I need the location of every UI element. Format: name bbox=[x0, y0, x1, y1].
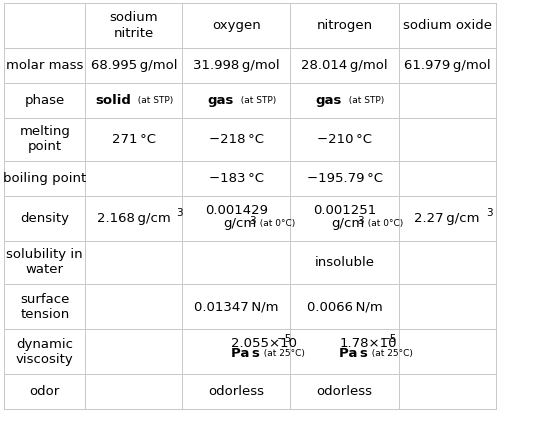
Text: solubility in
water: solubility in water bbox=[7, 248, 83, 276]
Text: 271 °C: 271 °C bbox=[112, 133, 156, 146]
Text: odorless: odorless bbox=[209, 386, 264, 398]
Text: (at 25°C): (at 25°C) bbox=[258, 349, 305, 358]
Text: (at STP): (at STP) bbox=[235, 95, 276, 105]
Text: Pa s: Pa s bbox=[339, 347, 368, 360]
Text: sodium
nitrite: sodium nitrite bbox=[109, 11, 158, 40]
Text: −5: −5 bbox=[277, 334, 293, 344]
Text: 3: 3 bbox=[357, 216, 364, 226]
Text: gas: gas bbox=[316, 94, 342, 106]
Text: 0.01347 N/m: 0.01347 N/m bbox=[194, 300, 278, 313]
Text: (at 0°C): (at 0°C) bbox=[362, 219, 403, 228]
Text: g/cm: g/cm bbox=[331, 217, 364, 230]
Text: 0.001429: 0.001429 bbox=[205, 204, 268, 217]
Text: 3: 3 bbox=[486, 208, 493, 218]
Text: g/cm: g/cm bbox=[223, 217, 256, 230]
Text: 2.27 g/cm: 2.27 g/cm bbox=[414, 212, 480, 225]
Text: 0.001251: 0.001251 bbox=[313, 204, 376, 217]
Text: −218 °C: −218 °C bbox=[209, 133, 264, 146]
Text: 31.998 g/mol: 31.998 g/mol bbox=[193, 59, 280, 72]
Text: −5: −5 bbox=[382, 334, 397, 344]
Text: Pa s: Pa s bbox=[231, 347, 260, 360]
Text: 2.168 g/cm: 2.168 g/cm bbox=[97, 212, 171, 225]
Text: oxygen: oxygen bbox=[212, 19, 261, 32]
Text: −183 °C: −183 °C bbox=[209, 172, 264, 185]
Text: solid: solid bbox=[95, 94, 131, 106]
Text: (at STP): (at STP) bbox=[343, 95, 384, 105]
Text: nitrogen: nitrogen bbox=[317, 19, 372, 32]
Text: molar mass: molar mass bbox=[6, 59, 84, 72]
Text: 3: 3 bbox=[249, 216, 256, 226]
Text: surface
tension: surface tension bbox=[20, 293, 69, 320]
Text: gas: gas bbox=[207, 94, 234, 106]
Text: 28.014 g/mol: 28.014 g/mol bbox=[301, 59, 388, 72]
Text: (at 0°C): (at 0°C) bbox=[254, 219, 295, 228]
Text: insoluble: insoluble bbox=[314, 256, 375, 269]
Text: (at 25°C): (at 25°C) bbox=[366, 349, 413, 358]
Text: sodium oxide: sodium oxide bbox=[402, 19, 492, 32]
Text: melting
point: melting point bbox=[19, 125, 70, 153]
Text: 61.979 g/mol: 61.979 g/mol bbox=[404, 59, 490, 72]
Text: −195.79 °C: −195.79 °C bbox=[306, 172, 383, 185]
Text: (at STP): (at STP) bbox=[132, 95, 174, 105]
Text: 3: 3 bbox=[176, 208, 183, 218]
Text: odor: odor bbox=[29, 386, 60, 398]
Text: 2.055×10: 2.055×10 bbox=[231, 337, 297, 350]
Text: dynamic
viscosity: dynamic viscosity bbox=[16, 338, 74, 366]
Text: 0.0066 N/m: 0.0066 N/m bbox=[307, 300, 382, 313]
Text: −210 °C: −210 °C bbox=[317, 133, 372, 146]
Text: 1.78×10: 1.78×10 bbox=[339, 337, 396, 350]
Text: phase: phase bbox=[25, 94, 65, 106]
Text: odorless: odorless bbox=[317, 386, 372, 398]
Text: 68.995 g/mol: 68.995 g/mol bbox=[91, 59, 177, 72]
Text: density: density bbox=[20, 212, 69, 225]
Text: boiling point: boiling point bbox=[3, 172, 86, 185]
